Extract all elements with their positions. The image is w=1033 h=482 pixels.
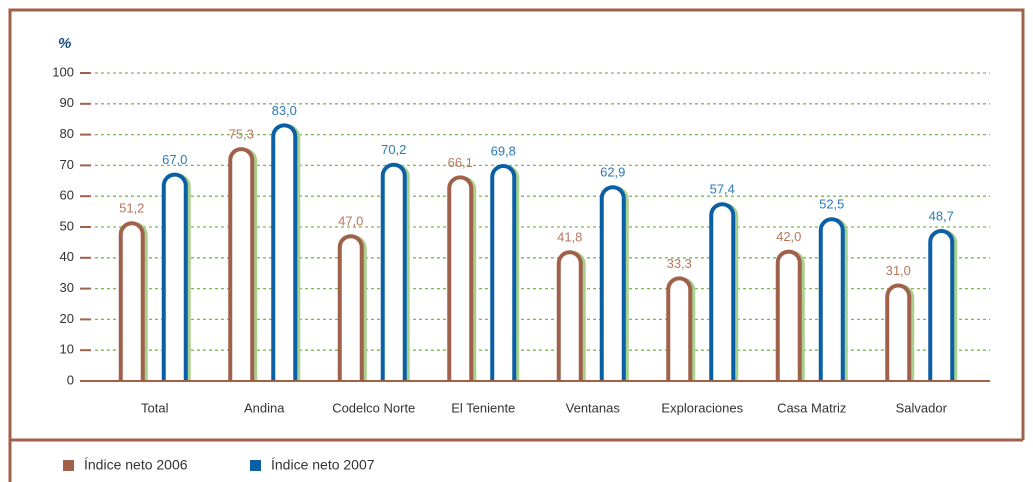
y-tick-label: 30 (60, 280, 74, 295)
bar (599, 185, 626, 381)
y-tick-label: 60 (60, 188, 74, 203)
bar (885, 283, 912, 381)
y-tick-label: 10 (60, 342, 74, 357)
legend-swatch (250, 460, 261, 471)
y-tick-label: 90 (60, 95, 74, 110)
y-tick-label: 0 (67, 372, 74, 387)
value-label: 33,3 (667, 256, 692, 271)
value-label: 67,0 (162, 152, 187, 167)
value-label: 47,0 (338, 214, 363, 229)
y-axis-label: % (58, 35, 71, 52)
y-tick-label: 80 (60, 126, 74, 141)
bar (666, 276, 693, 381)
legend-label: Índice neto 2006 (84, 457, 188, 473)
value-label: 75,3 (229, 127, 254, 142)
frame (8, 8, 1025, 482)
bar (490, 164, 517, 381)
bar (337, 234, 364, 381)
bar (161, 172, 188, 381)
value-label: 62,9 (600, 165, 625, 180)
y-tick-label: 50 (60, 218, 74, 233)
x-tick-label: Andina (244, 400, 285, 415)
y-tick-label: 20 (60, 311, 74, 326)
x-tick-label: Total (141, 400, 169, 415)
value-label: 83,0 (272, 103, 297, 118)
bar (775, 249, 802, 381)
value-label: 31,0 (886, 263, 911, 278)
bar (380, 162, 407, 381)
bar (447, 175, 474, 381)
legend-swatch (63, 460, 74, 471)
value-label: 48,7 (929, 208, 954, 223)
bar (271, 123, 298, 381)
legend-label: Índice neto 2007 (271, 457, 375, 473)
bar (928, 229, 955, 381)
bar (709, 202, 736, 381)
y-tick-label: 40 (60, 249, 74, 264)
value-label: 41,8 (557, 230, 582, 245)
bar (556, 250, 583, 381)
x-tick-label: Salvador (896, 400, 948, 415)
x-tick-label: El Teniente (451, 400, 515, 415)
bar (228, 147, 255, 381)
value-label: 51,2 (119, 201, 144, 216)
x-tick-label: Casa Matriz (777, 400, 846, 415)
x-tick-label: Exploraciones (661, 400, 743, 415)
value-label: 66,1 (448, 155, 473, 170)
value-label: 42,0 (776, 229, 801, 244)
y-tick-label: 70 (60, 157, 74, 172)
value-label: 52,5 (819, 197, 844, 212)
y-tick-label: 100 (52, 64, 74, 79)
x-tick-label: Codelco Norte (332, 400, 415, 415)
value-label: 70,2 (381, 142, 406, 157)
bar (118, 221, 145, 381)
x-tick-label: Ventanas (566, 400, 621, 415)
bar (818, 217, 845, 381)
value-label: 57,4 (710, 182, 735, 197)
value-label: 69,8 (491, 143, 516, 158)
